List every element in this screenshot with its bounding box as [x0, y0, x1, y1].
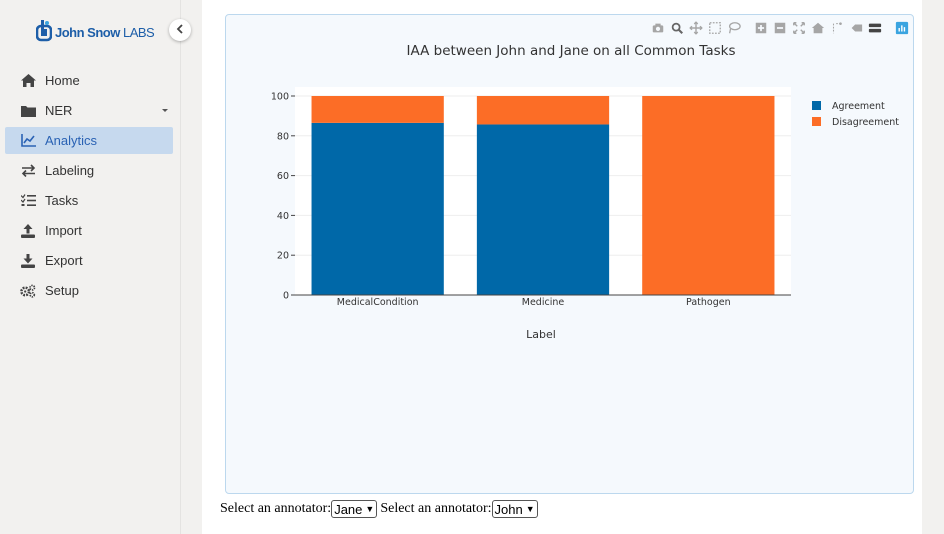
annotator-selectors: Select an annotator: Jane ▼ Select an ann… [220, 500, 541, 518]
legend-label[interactable]: Agreement [832, 101, 885, 112]
sidebar: John Snow LABS Home NER Analytics L [0, 0, 181, 534]
chart-panel: 0 20 40 60 80 100 MedicalCondition Medicine Path… [225, 14, 914, 494]
sidebar-item-import[interactable]: Import [5, 217, 173, 244]
plotly-logo-icon[interactable] [894, 20, 910, 36]
y-tick-label: 0 [283, 291, 289, 302]
sidebar-item-ner[interactable]: NER [5, 97, 173, 124]
sidebar-item-tasks[interactable]: Tasks [5, 187, 173, 214]
legend-swatch[interactable] [812, 101, 821, 110]
lasso-icon[interactable] [726, 20, 742, 36]
logo-icon [35, 20, 53, 44]
sidebar-item-label: Export [45, 253, 83, 268]
collapse-sidebar-button[interactable] [169, 19, 191, 41]
x-axis-title: Label [526, 328, 556, 341]
sidebar-item-labeling[interactable]: Labeling [5, 157, 173, 184]
iaa-chart: 0 20 40 60 80 100 MedicalCondition Medicine Path… [271, 43, 899, 341]
annotator-select-value: Jane [334, 501, 363, 517]
chevron-left-icon [176, 21, 184, 39]
sidebar-item-setup[interactable]: Setup [5, 277, 173, 304]
sidebar-nav: Home NER Analytics Labeling Tasks [5, 67, 173, 307]
annotator-label: Select an annotator: [380, 501, 492, 516]
legend-swatch[interactable] [812, 117, 821, 126]
chart-line-icon [20, 133, 36, 149]
spike-lines-icon[interactable] [829, 20, 845, 36]
zoom-out-icon[interactable] [772, 20, 788, 36]
sidebar-item-label: NER [45, 103, 73, 118]
sidebar-item-label: Labeling [45, 163, 95, 178]
box-select-icon[interactable] [707, 20, 723, 36]
y-tick-label: 100 [271, 92, 289, 103]
hover-compare-icon[interactable] [867, 20, 883, 36]
zoom-icon[interactable] [669, 20, 685, 36]
annotator-select-1[interactable]: Jane ▼ [331, 500, 378, 518]
chart-modebar [650, 20, 910, 36]
upload-icon [20, 223, 36, 239]
zoom-in-icon[interactable] [753, 20, 769, 36]
bar-disagreement-pathogen[interactable] [642, 96, 775, 295]
x-tick-label: MedicalCondition [337, 297, 419, 308]
y-tick-label: 40 [277, 211, 289, 222]
brand-logo[interactable]: John Snow LABS [35, 18, 155, 46]
sidebar-item-home[interactable]: Home [5, 67, 173, 94]
sidebar-item-analytics[interactable]: Analytics [5, 127, 173, 154]
bar-disagreement-medicalcondition[interactable] [311, 96, 444, 123]
chevron-down-icon [162, 109, 168, 112]
autoscale-icon[interactable] [791, 20, 807, 36]
sidebar-item-export[interactable]: Export [5, 247, 173, 274]
gears-icon [20, 283, 36, 299]
sidebar-item-label: Tasks [45, 193, 79, 208]
content-area: 0 20 40 60 80 100 MedicalCondition Medicine Path… [202, 0, 922, 534]
annotator-label: Select an annotator: [220, 501, 332, 516]
main-area: 0 20 40 60 80 100 MedicalCondition Medicine Path… [181, 0, 944, 534]
pan-icon[interactable] [688, 20, 704, 36]
annotator-select-value: John [494, 501, 523, 517]
sidebar-item-label: Analytics [45, 133, 98, 148]
bar-agreement-medicine[interactable] [476, 124, 610, 295]
x-tick-label: Pathogen [686, 297, 731, 308]
legend-label[interactable]: Disagreement [832, 117, 899, 128]
folder-icon [20, 103, 36, 119]
brand-name: John Snow LABS [55, 24, 155, 40]
sidebar-item-label: Home [45, 73, 80, 88]
chevron-down-icon: ▼ [365, 504, 375, 514]
chevron-down-icon: ▼ [525, 504, 535, 514]
y-tick-label: 80 [277, 131, 289, 142]
x-tick-label: Medicine [522, 297, 565, 308]
home-icon [20, 73, 36, 89]
bar-agreement-medicalcondition[interactable] [311, 122, 444, 296]
y-tick-label: 20 [277, 251, 289, 262]
list-icon [20, 193, 36, 209]
chart-title: IAA between John and Jane on all Common … [407, 43, 736, 59]
bar-disagreement-medicine[interactable] [476, 96, 610, 125]
reset-axes-icon[interactable] [810, 20, 826, 36]
annotator-select-2[interactable]: John ▼ [491, 500, 538, 518]
camera-icon[interactable] [650, 20, 666, 36]
sidebar-item-label: Import [45, 223, 82, 238]
hover-closest-icon[interactable] [848, 20, 864, 36]
download-icon [20, 253, 36, 269]
exchange-icon [20, 163, 36, 179]
sidebar-item-label: Setup [45, 283, 79, 298]
y-tick-label: 60 [277, 171, 289, 182]
